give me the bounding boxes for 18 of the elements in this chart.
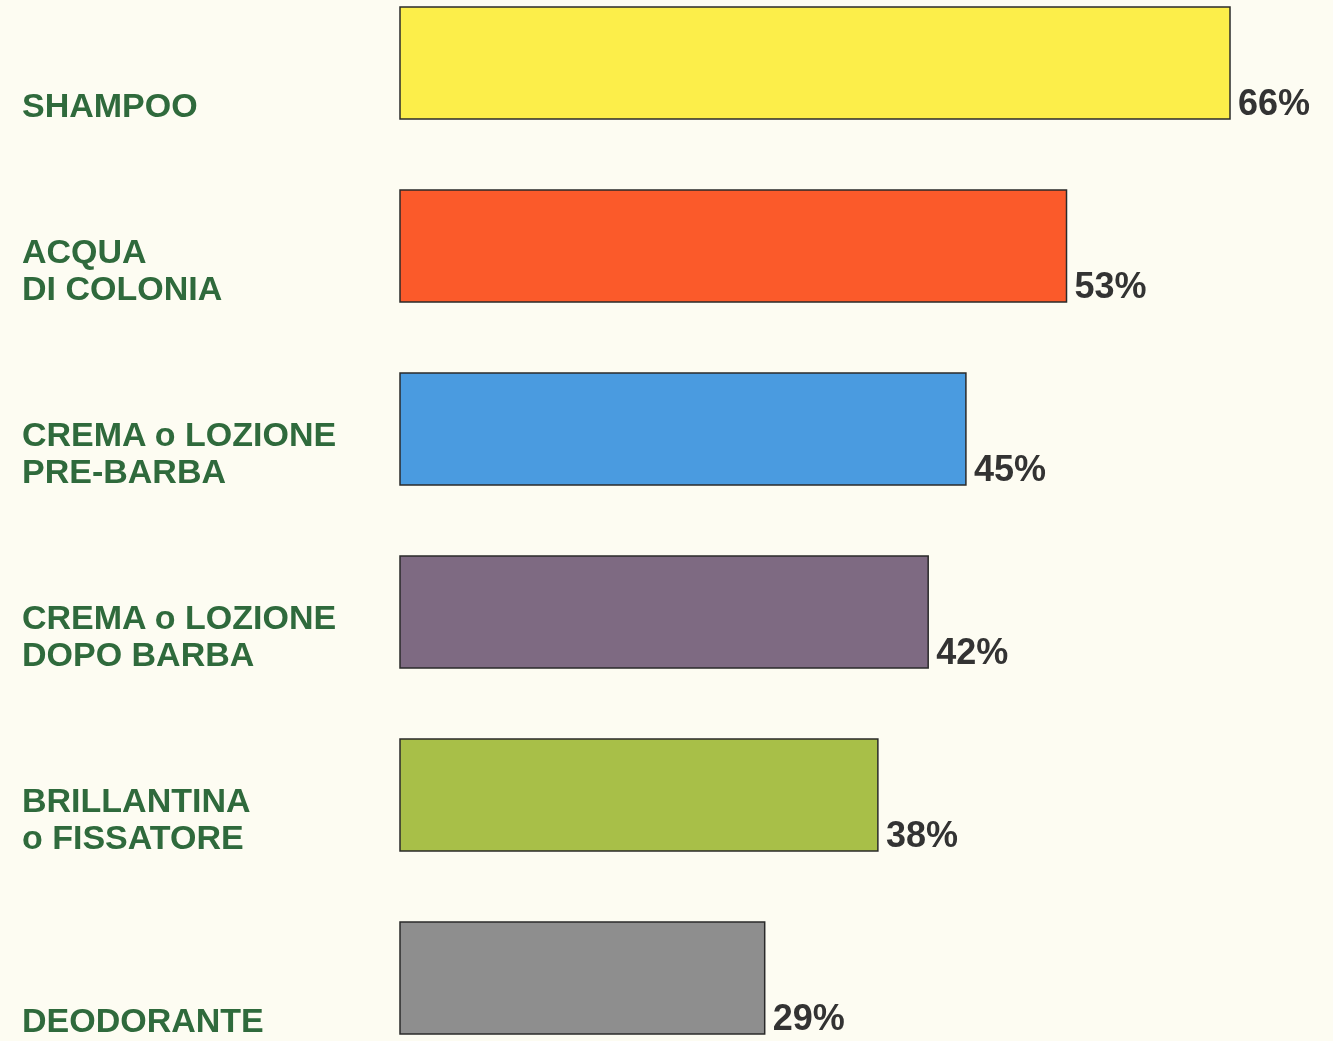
y-tick-label: CREMA o LOZIONE PRE-BARBA (22, 415, 337, 490)
y-tick-label: CREMA o LOZIONE DOPO BARBA (22, 598, 337, 673)
data-label: 66% (1238, 82, 1311, 123)
data-label: 53% (1074, 265, 1147, 306)
bar (399, 6, 1231, 120)
bar (399, 189, 1068, 303)
data-label: 42% (936, 631, 1009, 672)
y-tick-label: SHAMPOO (22, 86, 198, 124)
bar (399, 738, 879, 852)
bar (399, 555, 929, 669)
data-label: 38% (885, 814, 958, 855)
bar (399, 372, 967, 486)
y-tick-label: BRILLANTINA o FISSATORE (22, 781, 251, 856)
data-label: 45% (973, 448, 1046, 489)
data-label: 29% (772, 997, 845, 1038)
y-tick-label: ACQUA DI COLONIA (22, 232, 223, 307)
bar (399, 921, 766, 1035)
y-tick-label: DEODORANTE (22, 1001, 264, 1039)
